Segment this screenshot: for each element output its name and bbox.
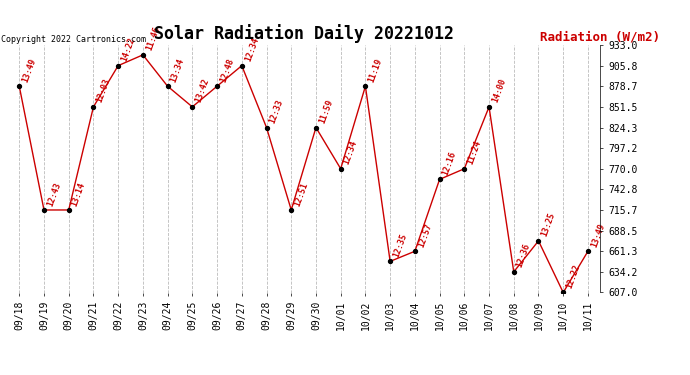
Text: 12:22: 12:22 <box>564 263 582 290</box>
Point <box>39 207 50 213</box>
Point <box>286 207 297 213</box>
Text: 11:24: 11:24 <box>466 140 483 166</box>
Point <box>236 63 247 69</box>
Text: 12:43: 12:43 <box>46 181 62 207</box>
Point <box>360 83 371 89</box>
Point <box>187 104 198 110</box>
Text: 12:35: 12:35 <box>391 232 408 259</box>
Point <box>63 207 75 213</box>
Point <box>558 290 569 296</box>
Point <box>582 248 593 254</box>
Point <box>14 83 25 89</box>
Text: 12:51: 12:51 <box>293 181 310 207</box>
Text: 12:36: 12:36 <box>515 243 532 269</box>
Point <box>533 238 544 244</box>
Text: 13:34: 13:34 <box>169 57 186 84</box>
Point <box>261 124 272 130</box>
Point <box>459 166 470 172</box>
Point <box>88 104 99 110</box>
Text: 12:34: 12:34 <box>243 36 260 63</box>
Point <box>162 83 173 89</box>
Point <box>484 104 495 110</box>
Text: 12:48: 12:48 <box>219 57 235 84</box>
Text: 12:57: 12:57 <box>416 222 433 249</box>
Point <box>509 269 520 275</box>
Point <box>384 258 395 264</box>
Y-axis label: Radiation (W/m2): Radiation (W/m2) <box>540 30 660 43</box>
Text: 13:49: 13:49 <box>21 57 38 84</box>
Text: 13:42: 13:42 <box>194 78 210 104</box>
Point <box>409 248 420 254</box>
Text: Copyright 2022 Cartronics.com: Copyright 2022 Cartronics.com <box>1 35 146 44</box>
Point <box>310 124 322 130</box>
Text: 13:25: 13:25 <box>540 211 557 238</box>
Text: 12:33: 12:33 <box>268 98 285 125</box>
Point <box>335 166 346 172</box>
Point <box>434 176 445 182</box>
Text: 12:03: 12:03 <box>95 78 112 104</box>
Text: 13:49: 13:49 <box>589 222 607 249</box>
Text: 12:16: 12:16 <box>441 150 458 177</box>
Point <box>212 83 223 89</box>
Text: 14:22: 14:22 <box>119 36 137 63</box>
Point <box>137 52 148 58</box>
Text: 11:59: 11:59 <box>317 98 335 125</box>
Title: Solar Radiation Daily 20221012: Solar Radiation Daily 20221012 <box>154 24 453 44</box>
Text: 12:34: 12:34 <box>342 140 359 166</box>
Text: 11:19: 11:19 <box>367 57 384 84</box>
Text: 11:46: 11:46 <box>144 26 161 52</box>
Text: 13:14: 13:14 <box>70 181 87 207</box>
Text: 14:00: 14:00 <box>491 78 507 104</box>
Point <box>112 63 124 69</box>
